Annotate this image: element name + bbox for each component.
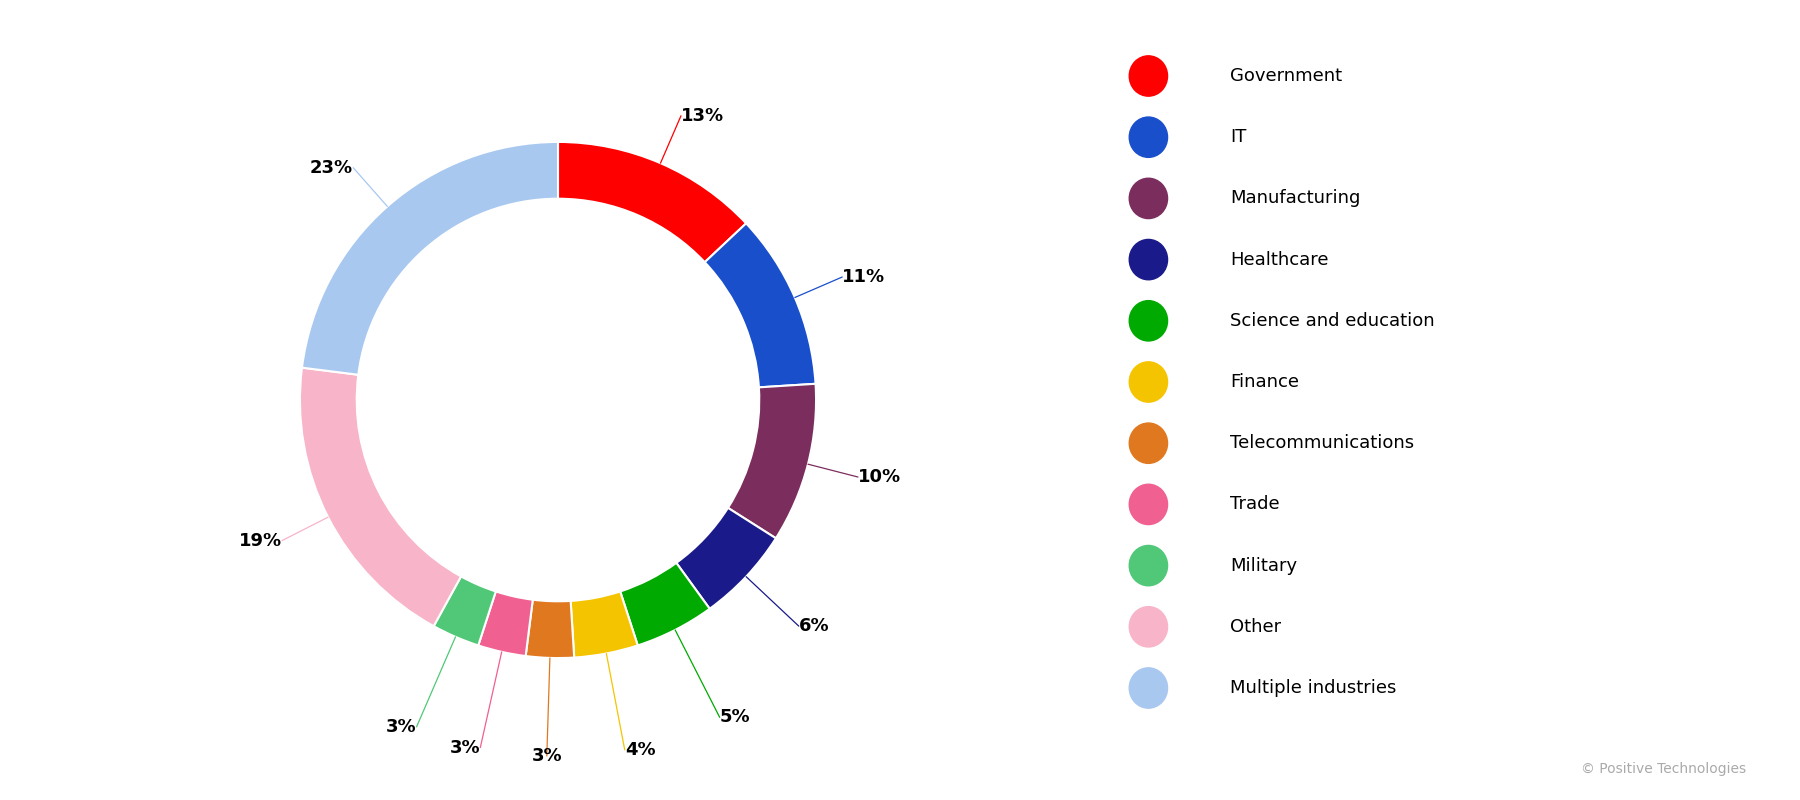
Wedge shape — [677, 508, 776, 609]
Circle shape — [1129, 484, 1168, 525]
Wedge shape — [526, 600, 574, 658]
Wedge shape — [434, 576, 495, 646]
Text: 3%: 3% — [450, 738, 481, 757]
Text: Science and education: Science and education — [1231, 312, 1435, 330]
Wedge shape — [302, 142, 558, 374]
Circle shape — [1129, 178, 1168, 218]
Text: 23%: 23% — [310, 158, 353, 177]
Text: 10%: 10% — [859, 468, 902, 486]
Text: Government: Government — [1231, 67, 1343, 85]
Text: Military: Military — [1231, 557, 1298, 574]
Wedge shape — [301, 368, 461, 626]
Wedge shape — [479, 591, 533, 656]
Text: IT: IT — [1231, 128, 1247, 146]
Wedge shape — [571, 591, 637, 658]
Text: 4%: 4% — [625, 741, 655, 759]
Circle shape — [1129, 56, 1168, 96]
Circle shape — [1129, 362, 1168, 402]
Circle shape — [1129, 546, 1168, 586]
Wedge shape — [558, 142, 747, 262]
Wedge shape — [706, 223, 815, 387]
Wedge shape — [621, 563, 709, 646]
Wedge shape — [727, 384, 815, 538]
Text: Telecommunications: Telecommunications — [1231, 434, 1415, 452]
Circle shape — [1129, 239, 1168, 280]
Text: Healthcare: Healthcare — [1231, 250, 1328, 269]
Circle shape — [1129, 301, 1168, 341]
Text: 5%: 5% — [720, 708, 751, 726]
Text: © Positive Technologies: © Positive Technologies — [1580, 762, 1746, 776]
Circle shape — [1129, 117, 1168, 158]
Text: 3%: 3% — [385, 718, 416, 736]
Text: Manufacturing: Manufacturing — [1231, 190, 1361, 207]
Circle shape — [1129, 423, 1168, 463]
Text: 6%: 6% — [799, 617, 830, 635]
Circle shape — [1129, 668, 1168, 708]
Text: 13%: 13% — [680, 106, 724, 125]
Text: 11%: 11% — [842, 268, 886, 286]
Text: Trade: Trade — [1231, 495, 1280, 514]
Circle shape — [1129, 606, 1168, 647]
Text: Finance: Finance — [1231, 373, 1300, 391]
Text: 19%: 19% — [239, 531, 283, 550]
Text: Multiple industries: Multiple industries — [1231, 679, 1397, 697]
Text: 3%: 3% — [531, 747, 562, 765]
Text: Other: Other — [1231, 618, 1282, 636]
